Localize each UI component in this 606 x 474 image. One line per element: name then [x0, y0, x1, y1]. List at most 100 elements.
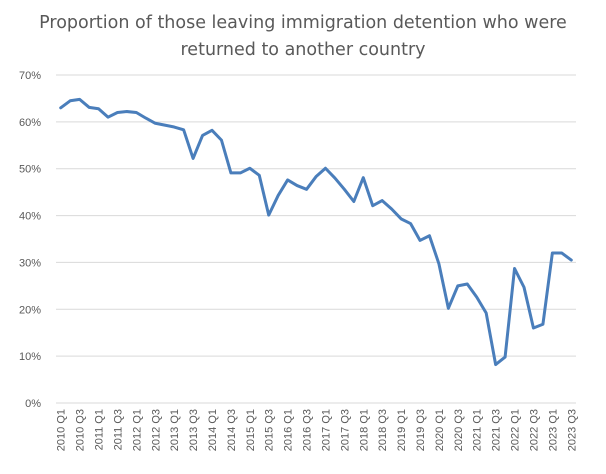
- data-point: [343, 188, 346, 191]
- x-tick-label: 2021 Q3: [491, 409, 503, 451]
- data-point: [286, 178, 289, 181]
- data-point: [107, 116, 110, 119]
- series-group: [59, 97, 573, 367]
- data-point: [315, 175, 318, 178]
- data-point: [135, 111, 138, 114]
- data-point: [456, 284, 459, 287]
- x-tick-label: 2022 Q3: [528, 409, 540, 451]
- y-tick-label: 30%: [19, 257, 41, 269]
- data-point: [88, 106, 91, 109]
- data-point: [560, 252, 563, 255]
- data-point: [201, 134, 204, 137]
- data-point: [541, 323, 544, 326]
- data-point: [532, 327, 535, 330]
- y-tick-label: 60%: [19, 117, 41, 129]
- series-line: [59, 97, 573, 367]
- x-tick-label: 2020 Q3: [453, 409, 465, 451]
- data-point: [324, 167, 327, 170]
- data-point: [239, 171, 242, 174]
- data-point: [371, 204, 374, 207]
- x-tick-label: 2017 Q3: [339, 409, 351, 451]
- x-tick-label: 2010 Q1: [56, 409, 68, 451]
- x-tick-label: 2018 Q3: [377, 409, 389, 451]
- x-tick-label: 2012 Q1: [131, 409, 143, 451]
- x-tick-label: 2018 Q1: [358, 409, 370, 451]
- x-tick-label: 2019 Q1: [396, 409, 408, 451]
- y-tick-label: 50%: [19, 164, 41, 176]
- data-point: [116, 111, 119, 114]
- data-point: [267, 214, 270, 217]
- x-tick-label: 2020 Q1: [434, 409, 446, 451]
- x-tick-label: 2014 Q1: [207, 409, 219, 451]
- y-tick-label: 70%: [19, 70, 41, 82]
- data-point: [475, 296, 478, 299]
- data-point: [258, 174, 261, 177]
- data-point: [144, 117, 147, 120]
- data-point: [97, 107, 100, 110]
- x-axis: 2010 Q1 2010 Q3 2011 Q1 2011 Q3 2012 Q1 2012 …: [56, 409, 579, 451]
- y-tick-label: 20%: [19, 304, 41, 316]
- x-tick-label: 2013 Q3: [188, 409, 200, 451]
- x-tick-label: 2013 Q1: [169, 409, 181, 451]
- gridlines: [56, 74, 576, 404]
- x-tick-label: 2011 Q3: [112, 409, 124, 450]
- data-point: [523, 286, 526, 289]
- chart-title-line-2: returned to another country: [180, 40, 426, 60]
- x-tick-label: 2010 Q3: [75, 409, 87, 451]
- x-tick-label: 2014 Q3: [226, 409, 238, 451]
- data-point: [400, 217, 403, 220]
- data-point: [59, 106, 62, 109]
- x-tick-label: 2023 Q3: [566, 409, 578, 451]
- data-point: [78, 98, 81, 101]
- x-tick-label: 2022 Q1: [510, 409, 522, 451]
- data-point: [428, 234, 431, 237]
- x-tick-label: 2015 Q1: [245, 409, 257, 451]
- x-tick-label: 2016 Q1: [283, 409, 295, 451]
- data-point: [437, 262, 440, 265]
- chart-title-line-1: Proportion of those leaving immigration …: [39, 13, 567, 33]
- data-point: [390, 208, 393, 211]
- y-tick-label: 10%: [19, 351, 41, 363]
- data-point: [419, 239, 422, 242]
- chart-title: Proportion of those leaving immigration …: [0, 10, 606, 64]
- data-point: [248, 167, 251, 170]
- y-tick-label: 0%: [25, 398, 41, 410]
- data-point: [305, 188, 308, 191]
- data-point: [333, 177, 336, 180]
- data-point: [154, 122, 157, 125]
- data-point: [485, 312, 488, 315]
- data-point: [125, 110, 128, 113]
- data-point: [182, 128, 185, 131]
- data-point: [352, 200, 355, 203]
- x-tick-label: 2021 Q1: [472, 409, 484, 451]
- x-tick-label: 2016 Q3: [302, 409, 314, 451]
- data-point: [192, 157, 195, 160]
- x-tick-label: 2015 Q3: [264, 409, 276, 451]
- x-tick-label: 2023 Q1: [547, 409, 559, 451]
- data-point: [381, 199, 384, 202]
- data-point: [277, 194, 280, 197]
- y-axis: 0% 10% 20% 30% 40% 50% 60% 70%: [19, 70, 41, 410]
- data-point: [211, 129, 214, 132]
- data-point: [570, 259, 573, 262]
- x-tick-label: 2011 Q1: [94, 409, 106, 450]
- x-tick-label: 2019 Q3: [415, 409, 427, 451]
- data-point: [69, 99, 72, 102]
- data-point: [466, 282, 469, 285]
- data-point: [163, 124, 166, 127]
- data-point: [447, 307, 450, 310]
- y-tick-label: 40%: [19, 211, 41, 223]
- data-point: [504, 356, 507, 359]
- x-tick-label: 2012 Q3: [150, 409, 162, 451]
- data-point: [220, 139, 223, 142]
- x-tick-label: 2017 Q1: [320, 409, 332, 451]
- data-point: [409, 222, 412, 225]
- data-point: [296, 184, 299, 187]
- data-point: [513, 267, 516, 270]
- data-point: [362, 176, 365, 179]
- data-point: [229, 171, 232, 174]
- data-point: [551, 252, 554, 255]
- data-point: [173, 126, 176, 129]
